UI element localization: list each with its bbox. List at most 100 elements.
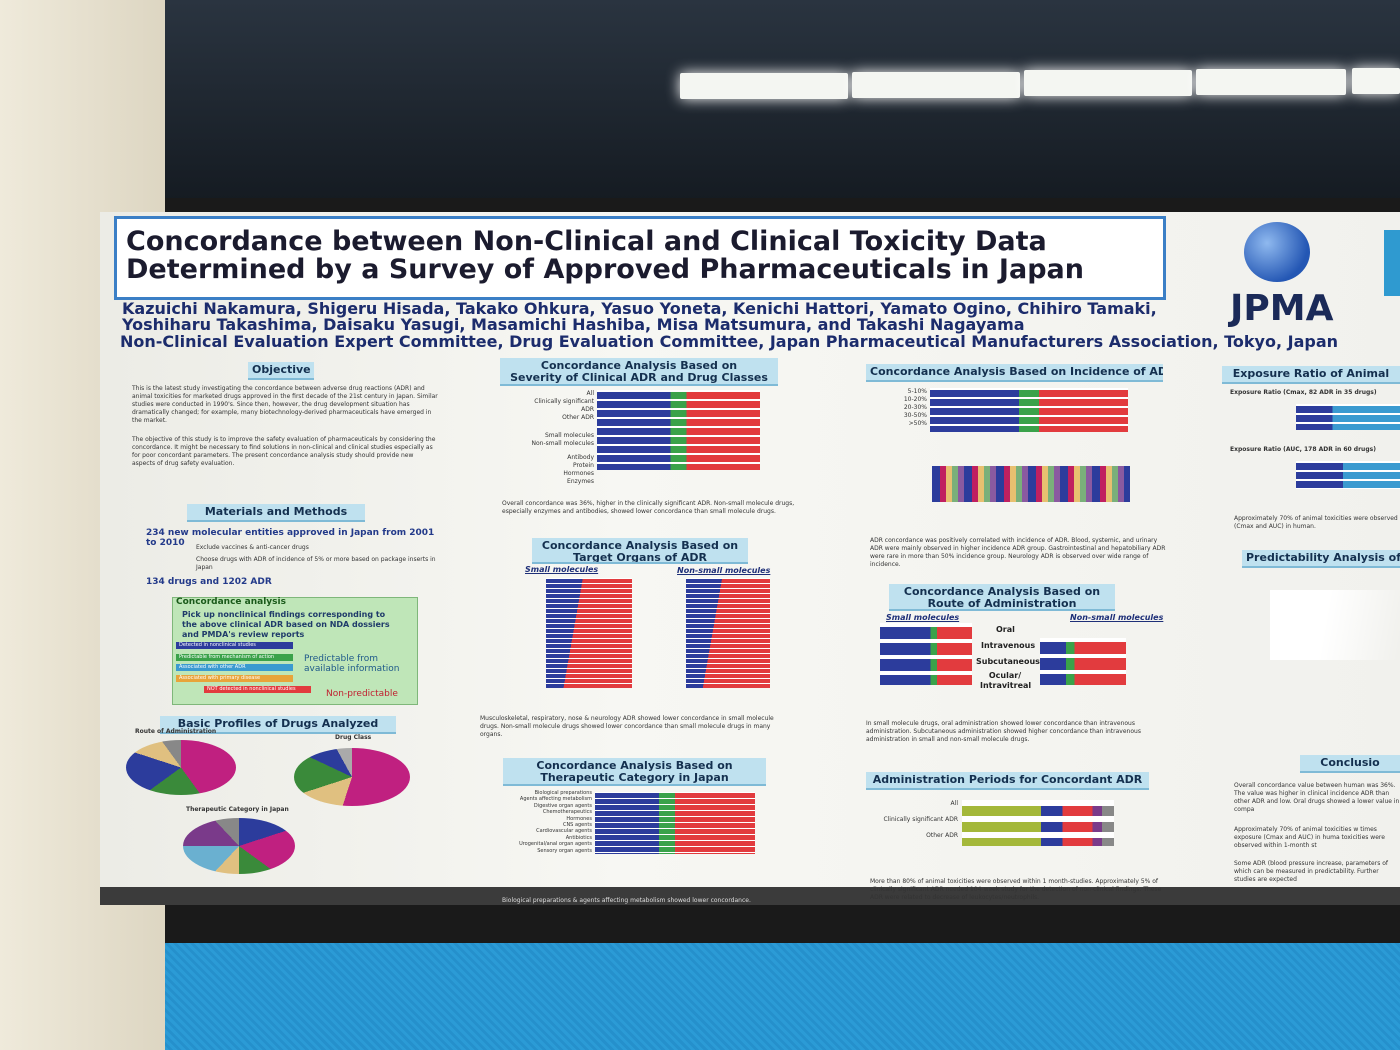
legend-item: Associated with other ADR (176, 664, 293, 671)
stacked-bar-chart (686, 578, 770, 688)
heading-line: Concordance Analysis Based on (541, 539, 739, 552)
section-heading: Concordance Analysis Based on Severity of… (500, 358, 778, 386)
pie-chart (126, 740, 236, 795)
row-label: All (586, 390, 594, 397)
row-label: Antibody (567, 454, 594, 461)
ceiling-light (680, 73, 848, 99)
conclusion-point: Some ADR (blood pressure increase, param… (1234, 860, 1389, 883)
heading-line: Severity of Clinical ADR and Drug Classe… (510, 371, 768, 384)
heading-line: Target Organs of ADR (573, 551, 707, 564)
row-label: Clinically significant ADR (534, 398, 594, 413)
group-label: Small molecules (525, 565, 599, 574)
paragraph: The objective of this study is to improv… (132, 436, 436, 467)
chart-label: Route of Administration (135, 728, 217, 735)
authors: Yoshiharu Takashima, Daisaku Yasugi, Mas… (122, 315, 1025, 334)
box-label: Non-predictable (326, 689, 398, 699)
pie-chart (183, 818, 295, 874)
bar-chart (1270, 590, 1400, 660)
section-heading: Materials and Methods (187, 504, 365, 522)
legend-item: NOT detected in nonclinical studies (204, 686, 311, 693)
group-label: Small molecules (886, 613, 960, 622)
ceiling-light (852, 72, 1020, 98)
row-label: Digestive organ agents (533, 802, 592, 809)
row-label: Small molecules (544, 432, 594, 439)
caption: Overall concordance was 36%, higher in t… (502, 500, 795, 515)
stacked-bar-chart (930, 388, 1128, 432)
heading-line: Therapeutic Category in Japan (540, 771, 729, 784)
conclusion-point: Approximately 70% of animal toxicities w… (1234, 826, 1385, 849)
row-label: Other ADR (926, 832, 958, 839)
section-heading: Concordance Analysis Based on Incidence … (866, 364, 1163, 382)
logo: JPMA (1230, 288, 1334, 329)
section-heading: Basic Profiles of Drugs Analyzed (160, 716, 396, 734)
corner-box (1384, 230, 1400, 296)
ceiling-light (1352, 68, 1400, 94)
caption: Biological preparations & agents affecti… (502, 897, 751, 904)
chart-label: Therapeutic Category in Japan (186, 806, 289, 813)
method-step: Exclude vaccines & anti-cancer drugs (196, 544, 309, 551)
group-label: Non-small molecules (677, 566, 771, 575)
row-label: Cardiovascular agents (536, 828, 592, 835)
row-label: Urogenital/anal organ agents (519, 841, 592, 848)
carpet (165, 935, 1400, 1050)
section-heading: Administration Periods for Concordant AD… (866, 772, 1149, 790)
chart-label: Drug Class (335, 734, 372, 741)
box-label: Predictable from available information (304, 654, 400, 674)
legend-item: Detected in nonclinical studies (176, 642, 293, 649)
section-heading: Conclusio (1300, 755, 1400, 773)
row-label: Chemotherapeutics (542, 809, 592, 816)
stacked-bar-chart (1040, 638, 1126, 685)
title-box (114, 216, 1166, 300)
caption: Musculoskeletal, respiratory, nose & neu… (480, 715, 774, 738)
affiliation: Non-Clinical Evaluation Expert Committee… (120, 332, 1339, 351)
caption: ADR concordance was positively correlate… (870, 537, 1166, 568)
legend-item: Predictable from mechanism of action (176, 654, 293, 661)
row-label: Protein (572, 462, 594, 469)
ceiling (0, 0, 1400, 200)
section-heading: Concordance Analysis Based on Therapeutic… (503, 758, 766, 786)
row-label: 20-30% (903, 404, 927, 411)
chart-label: Exposure Ratio (AUC, 178 ADR in 60 drugs… (1230, 446, 1376, 453)
row-label: Clinically significant ADR (883, 816, 958, 823)
ceiling-light (1024, 70, 1192, 96)
group-label: Non-small molecules (1070, 613, 1164, 622)
row-labels: Biological preparations Agents affecting… (510, 790, 592, 854)
ceiling-light (1196, 69, 1346, 95)
method-step: 234 new molecular entities approved in J… (146, 528, 435, 548)
row-label: >50% (908, 420, 927, 427)
stacked-bar-chart (962, 800, 1114, 846)
box-title: Concordance analysis (176, 597, 286, 607)
caption: More than 80% of animal toxicities were … (870, 878, 1162, 901)
row-label: Other ADR (562, 414, 594, 421)
row-label: Hormones (563, 470, 594, 477)
row-label: CNS agents (562, 822, 592, 829)
paragraph: This is the latest study investigating t… (132, 385, 438, 424)
logo-mark (1244, 222, 1310, 282)
row-label: Hormones (566, 815, 592, 822)
method-step: 134 drugs and 1202 ADR (146, 577, 272, 587)
row-label: Oral (996, 625, 1015, 634)
conclusion-point: Overall concordance value between human … (1234, 782, 1400, 813)
row-label: 10-20% (903, 396, 927, 403)
stacked-bar-chart (546, 578, 632, 688)
row-label: All (950, 800, 958, 807)
authors: Kazuichi Nakamura, Shigeru Hisada, Takak… (122, 299, 1157, 318)
row-label: Non-small molecules (531, 440, 594, 447)
row-labels: All Clinically significant ADR Other ADR (870, 800, 958, 840)
box-text: Pick up nonclinical findings correspondi… (182, 610, 390, 639)
heading-line: Route of Administration (927, 597, 1077, 610)
board-tray (100, 887, 1400, 905)
stacked-bar-chart (932, 466, 1130, 502)
section-heading: Concordance Analysis Based on Route of Ad… (889, 584, 1115, 611)
row-label: Biological preparations (534, 790, 592, 796)
heading-line: Concordance Analysis Based on (536, 759, 733, 772)
section-heading: Concordance Analysis Based on Target Orga… (532, 538, 748, 564)
method-step: Choose drugs with ADR of incidence of 5%… (196, 556, 436, 571)
row-label: Antibiotics (565, 834, 592, 841)
caption: Approximately 70% of animal toxicities w… (1234, 515, 1398, 530)
stacked-bar-chart (880, 623, 972, 685)
section-heading: Objective (248, 362, 314, 380)
row-label: Agents affecting metabolism (519, 796, 592, 803)
